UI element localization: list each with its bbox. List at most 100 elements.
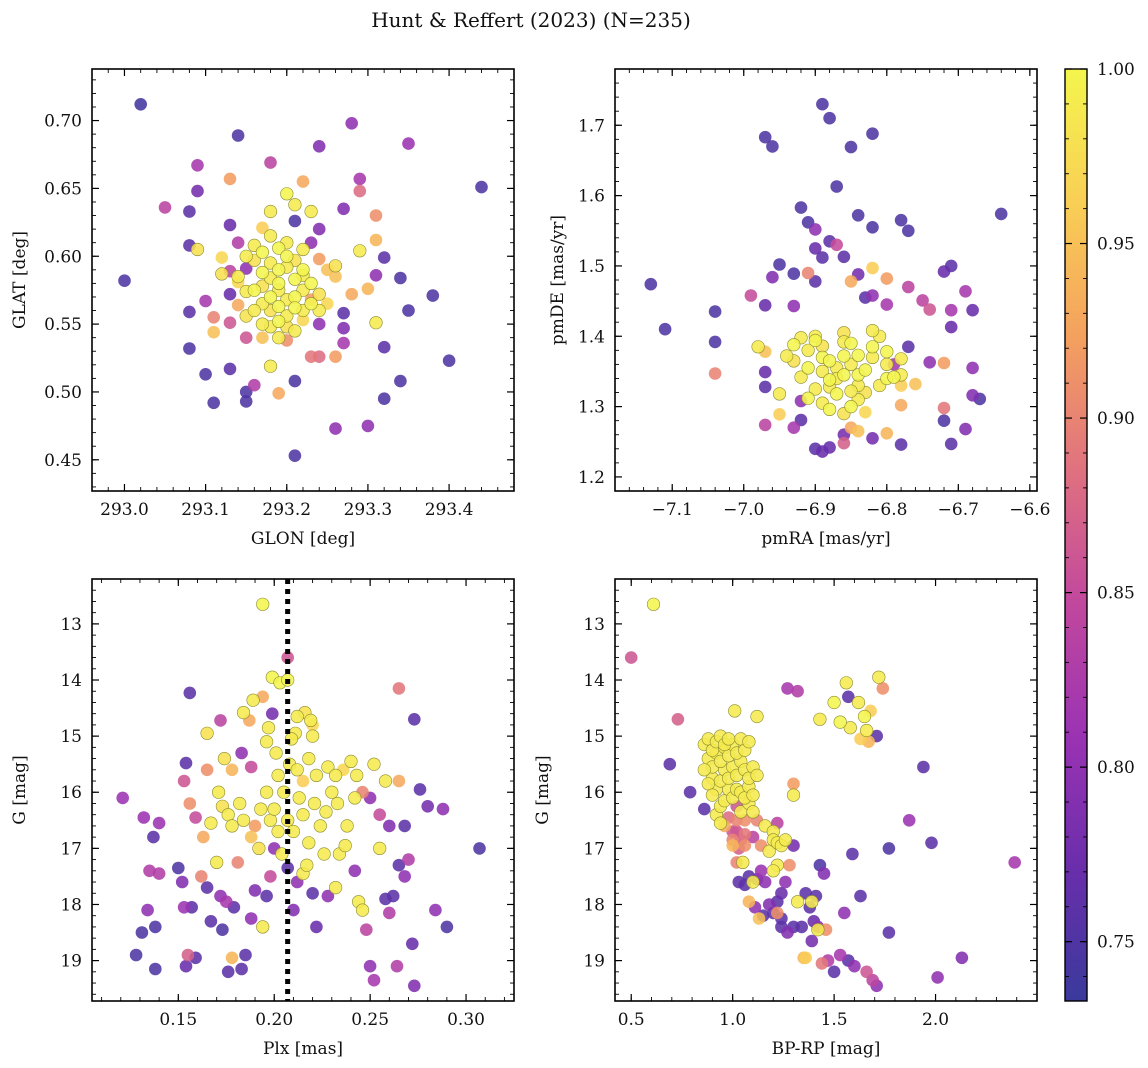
data-point (204, 915, 218, 928)
data-point (398, 870, 412, 883)
data-point (328, 259, 343, 273)
data-point (353, 184, 367, 198)
data-point (426, 289, 440, 302)
y-tick-label: 1.3 (578, 398, 605, 418)
data-point (288, 374, 302, 388)
data-point (300, 858, 314, 872)
data-point (296, 808, 310, 822)
data-point (244, 912, 258, 925)
data-point (260, 889, 273, 903)
data-point (177, 774, 191, 788)
colorbar-gradient (1064, 68, 1088, 1002)
data-point (263, 359, 278, 373)
data-point (177, 901, 191, 914)
data-point (851, 424, 865, 438)
data-point (390, 959, 404, 973)
data-point (805, 895, 819, 909)
data-point (261, 721, 276, 735)
data-point (708, 367, 722, 380)
colorbar-tick-label: 0.75 (1097, 933, 1135, 953)
data-point (787, 267, 801, 281)
data-point (254, 802, 268, 816)
data-point (179, 959, 193, 973)
data-point (263, 290, 278, 304)
data-point (937, 356, 951, 370)
data-point (244, 760, 258, 774)
data-point (866, 221, 879, 234)
data-point (361, 419, 375, 433)
data-point (260, 735, 274, 749)
data-point (931, 971, 944, 984)
data-point (822, 402, 837, 417)
x-tick-label: 0.15 (159, 1010, 197, 1030)
data-point (925, 836, 938, 850)
data-point (302, 836, 316, 850)
data-point (944, 437, 958, 451)
y-tick-label: 1.4 (578, 327, 605, 347)
data-point (805, 934, 819, 948)
axes-frame (614, 578, 1038, 1002)
data-point (830, 387, 844, 401)
data-point (866, 289, 879, 302)
data-point (191, 184, 204, 198)
data-point (781, 926, 794, 939)
y-tick-label: 1.7 (578, 116, 605, 136)
data-point (369, 209, 383, 222)
data-point (360, 923, 373, 936)
data-point (288, 301, 302, 315)
y-tick-label: 1.5 (578, 257, 605, 277)
data-point (312, 252, 326, 266)
x-tick-label: 293.2 (262, 500, 311, 520)
data-point (801, 361, 815, 375)
data-point (746, 788, 760, 802)
data-point (255, 245, 270, 259)
data-point (838, 906, 851, 920)
colorbar-tick-label: 0.90 (1097, 409, 1135, 429)
y-tick-label: 19 (583, 952, 605, 972)
data-point (199, 368, 212, 381)
data-point (937, 401, 951, 415)
colorbar: 0.75 0.80 0.85 0.90 0.95 1.00 (1064, 60, 1135, 1002)
colorbar-tick-label: 0.85 (1097, 584, 1135, 604)
data-point (787, 299, 801, 313)
data-point (272, 314, 286, 329)
data-point (758, 875, 772, 889)
x-tick-label: 293.0 (100, 500, 149, 520)
data-point (937, 265, 951, 278)
data-point (736, 855, 750, 870)
data-point (944, 303, 958, 317)
data-point (857, 709, 872, 724)
data-point (902, 224, 915, 238)
data-point (325, 785, 339, 799)
y-axis-label: GLAT [deg] (10, 231, 30, 329)
data-point (233, 796, 247, 811)
scatter-points-sky (118, 98, 488, 463)
x-axis-label: BP-RP [mag] (772, 1039, 881, 1059)
data-point (329, 880, 343, 895)
data-point (866, 432, 879, 445)
data-point (179, 756, 193, 770)
data-point (683, 785, 697, 799)
data-point (348, 864, 362, 878)
data-point (256, 331, 269, 345)
data-point (256, 597, 270, 611)
data-point (200, 881, 214, 894)
data-point (290, 763, 304, 777)
data-point (216, 923, 229, 936)
data-point (859, 723, 874, 738)
x-tick-label: −6.6 (1009, 500, 1050, 520)
data-point (271, 768, 285, 783)
data-point (337, 202, 350, 216)
data-point (771, 906, 784, 920)
data-point (183, 342, 196, 355)
data-point (377, 251, 391, 264)
x-tick-label: 1.5 (821, 1010, 848, 1030)
data-point (866, 127, 879, 140)
data-point (204, 816, 218, 830)
data-point (221, 808, 235, 822)
data-point (923, 303, 936, 316)
data-point (348, 791, 362, 805)
data-point (271, 824, 285, 839)
data-point (882, 926, 896, 939)
data-point (671, 713, 685, 726)
